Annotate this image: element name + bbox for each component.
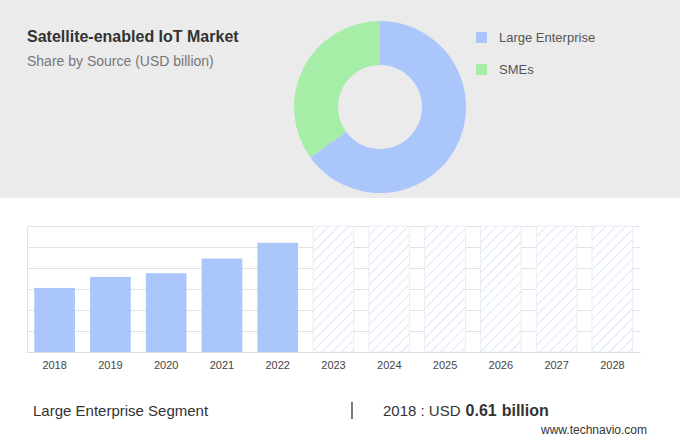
x-tick-label: 2024 <box>377 359 401 371</box>
x-tick-label: 2027 <box>544 359 568 371</box>
x-tick: 2019 <box>98 352 122 371</box>
forecast-placeholder <box>480 226 521 352</box>
header-panel <box>0 0 680 198</box>
value-unit: billion <box>502 402 549 419</box>
forecast-placeholder <box>592 226 633 352</box>
y-axis <box>27 227 640 353</box>
bar <box>34 288 75 352</box>
legend-swatch <box>476 64 487 75</box>
y-tick <box>27 352 640 353</box>
x-tick: 2020 <box>154 352 178 371</box>
y-axis-line <box>28 227 641 353</box>
bars <box>34 243 298 352</box>
forecast-placeholder <box>536 226 577 352</box>
x-tick-label: 2026 <box>489 359 513 371</box>
forecast-placeholder <box>369 226 410 352</box>
x-tick-label: 2023 <box>321 359 345 371</box>
donut <box>294 21 466 193</box>
x-tick-label: 2019 <box>98 359 122 371</box>
x-tick: 2028 <box>600 352 624 371</box>
separator <box>351 402 352 419</box>
x-tick: 2023 <box>321 352 345 371</box>
x-axis-line <box>28 352 641 353</box>
segment-label: Large Enterprise Segment <box>33 402 209 419</box>
x-tick: 2026 <box>489 352 513 371</box>
x-tick: 2018 <box>42 352 66 371</box>
bar <box>146 273 187 352</box>
x-tick: 2024 <box>377 352 401 371</box>
value-prefix: 2018 : USD <box>383 402 461 419</box>
grid-line <box>27 352 640 353</box>
x-tick-label: 2022 <box>265 359 289 371</box>
value-number: 0.61 <box>466 402 497 419</box>
x-tick-label: 2020 <box>154 359 178 371</box>
subtitle: Share by Source (USD billion) <box>27 53 214 69</box>
x-tick-label: 2025 <box>433 359 457 371</box>
x-tick: 2027 <box>544 352 568 371</box>
x-tick-label: 2021 <box>210 359 234 371</box>
bar <box>202 259 243 352</box>
x-axis: 2018 2019 2020 2021 2022 2023 2024 2025 2026 2027… <box>28 352 641 371</box>
bar <box>90 277 131 352</box>
x-tick: 2022 <box>265 352 289 371</box>
legend-swatch <box>476 32 487 43</box>
x-tick: 2025 <box>433 352 457 371</box>
legend: Large Enterprise SMEs <box>476 30 595 77</box>
forecast-placeholders <box>313 226 633 352</box>
bar <box>257 243 298 352</box>
forecast-placeholder <box>425 226 466 352</box>
legend-label: Large Enterprise <box>499 30 595 45</box>
title: Satellite-enabled IoT Market <box>27 28 239 45</box>
legend-label: SMEs <box>499 62 534 77</box>
x-tick: 2021 <box>210 352 234 371</box>
x-tick-label: 2018 <box>42 359 66 371</box>
donut-slice <box>294 21 380 158</box>
chart-root: Satellite-enabled IoT Market Share by Sou… <box>0 0 680 440</box>
forecast-placeholder <box>313 226 354 352</box>
segment-value: 2018 : USD 0.61 billion <box>383 402 549 419</box>
source: www.technavio.com <box>540 423 647 437</box>
x-tick-label: 2028 <box>600 359 624 371</box>
